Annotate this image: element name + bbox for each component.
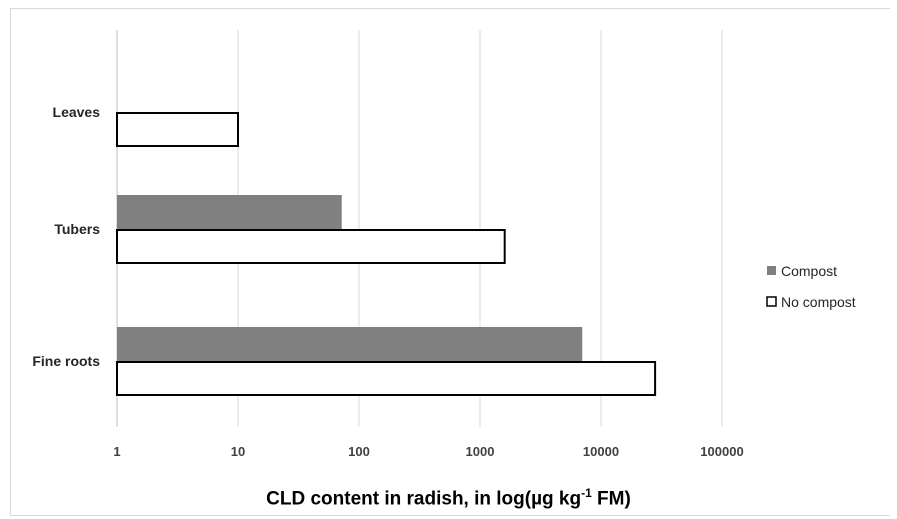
- bars: [116, 112, 657, 396]
- bar: [117, 327, 583, 361]
- legend-swatch: [766, 296, 777, 307]
- legend-label: No compost: [781, 294, 856, 310]
- category-label: Tubers: [54, 221, 100, 237]
- x-axis-title-text: CLD content in radish, in log(µg kg: [266, 488, 582, 510]
- x-tick-label: 10: [231, 444, 245, 459]
- x-tick-labels: 1 10 100 1000 10000 100000: [113, 444, 743, 459]
- bar: [116, 112, 239, 147]
- x-tick-label: 1000: [466, 444, 495, 459]
- legend-swatch: [767, 266, 776, 275]
- bar: [116, 229, 506, 264]
- legend-label: Compost: [781, 263, 837, 279]
- bar: [116, 361, 657, 396]
- x-axis-title-unit: FM): [591, 488, 631, 510]
- chart-frame: [10, 8, 890, 516]
- legend: Compost No compost: [766, 263, 856, 310]
- x-axis-title: CLD content in radish, in log(µg kg-1 FM…: [0, 486, 897, 510]
- category-labels: Leaves Tubers Fine roots: [32, 104, 100, 369]
- x-tick-label: 100: [348, 444, 370, 459]
- bar: [117, 195, 342, 229]
- x-axis-title-superscript: -1: [581, 486, 592, 500]
- category-label: Fine roots: [32, 353, 100, 369]
- category-label: Leaves: [53, 104, 101, 120]
- x-tick-label: 1: [113, 444, 120, 459]
- x-tick-label: 100000: [700, 444, 743, 459]
- x-tick-label: 10000: [583, 444, 619, 459]
